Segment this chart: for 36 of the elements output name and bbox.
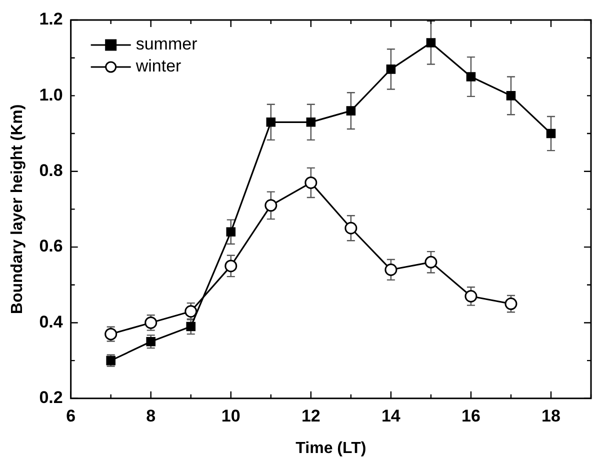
x-tick-label: 18 [542,406,560,426]
point [466,72,476,82]
x-tick-label: 16 [462,406,480,426]
point [384,263,398,276]
point [426,38,436,48]
y-tick-label: 1.2 [39,10,63,29]
x-tick-label: 10 [221,406,240,426]
legend-label: winter [134,56,182,76]
point [344,222,358,234]
point [224,260,238,272]
x-tick-label: 14 [381,406,401,426]
point [546,128,556,138]
point [424,256,438,268]
point [464,290,478,302]
point [506,91,516,100]
y-axis-title: Boundary layer height (Km) [9,104,26,314]
x-axis-title: Time (LT) [296,440,366,457]
point [386,64,396,74]
y-tick-label: 0.6 [39,236,63,256]
point [306,118,316,127]
y-tick-label: 0.2 [39,388,63,408]
y-tick-label: 1.0 [39,85,63,104]
x-tick-label: 6 [66,406,76,426]
point [264,199,278,212]
point [504,298,518,310]
point [226,227,236,237]
point [346,106,356,116]
y-tick-label: 0.4 [39,312,64,332]
point [304,176,318,189]
x-tick-label: 8 [146,406,156,426]
point [186,322,196,332]
legend-label: summer [136,34,198,54]
x-tick-label: 12 [301,406,320,426]
point [266,118,276,127]
point [184,305,198,318]
y-tick-label: 0.8 [39,161,63,180]
